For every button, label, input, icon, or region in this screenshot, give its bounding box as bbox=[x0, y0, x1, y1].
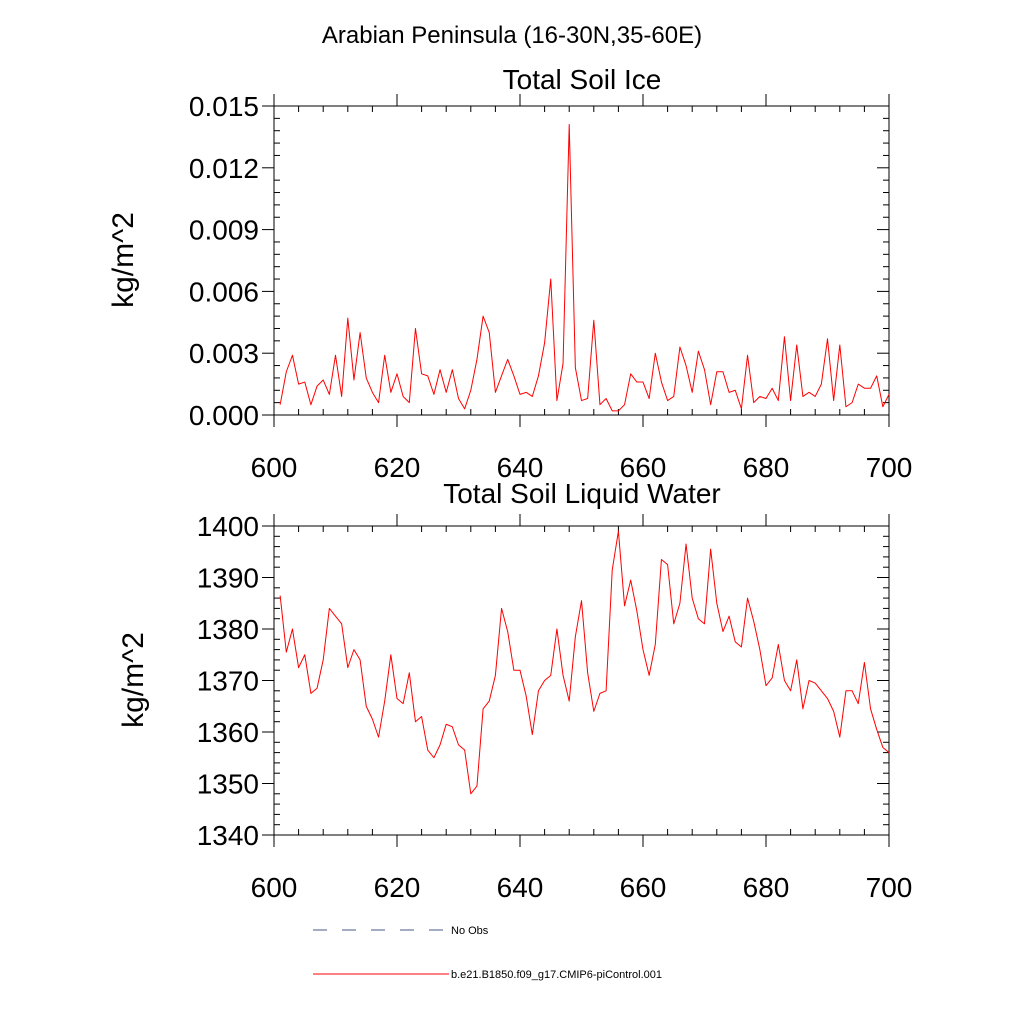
x-tick-label: 660 bbox=[620, 452, 667, 483]
series-line bbox=[279, 530, 890, 795]
y-tick-label: 1340 bbox=[197, 820, 259, 851]
y-tick-label: 1350 bbox=[197, 769, 259, 800]
x-tick-label: 620 bbox=[374, 452, 421, 483]
x-tick-label: 680 bbox=[743, 452, 790, 483]
y-tick-label: 0.015 bbox=[189, 91, 259, 122]
legend-label-model: b.e21.B1850.f09_g17.CMIP6-piControl.001 bbox=[451, 969, 662, 981]
x-tick-label: 680 bbox=[743, 872, 790, 903]
legend-label-no-obs: No Obs bbox=[451, 925, 489, 937]
x-tick-label: 600 bbox=[251, 452, 298, 483]
panel-title: Total Soil Liquid Water bbox=[443, 478, 721, 509]
y-tick-label: 1390 bbox=[197, 563, 259, 594]
y-tick-label: 1370 bbox=[197, 666, 259, 697]
plot-area: 1340 1350 1360 1370 1380 1390 1400 600 620 640 660… bbox=[197, 511, 913, 903]
y-tick-label: 0.012 bbox=[189, 153, 259, 184]
plot-frame bbox=[273, 105, 890, 416]
y-tick-label: 1360 bbox=[197, 717, 259, 748]
legend: No Obs b.e21.B1850.f09_g17.CMIP6-piContr… bbox=[313, 925, 662, 981]
figure-suptitle: Arabian Peninsula (16-30N,35-60E) bbox=[322, 22, 702, 49]
x-tick-label: 700 bbox=[866, 872, 913, 903]
x-tick-label: 640 bbox=[497, 452, 544, 483]
series-line bbox=[279, 124, 890, 412]
y-tick-label: 0.003 bbox=[189, 338, 259, 369]
plot-area: 0.000 0.003 0.006 0.009 0.012 0.015 600 620 640 6… bbox=[189, 91, 912, 483]
x-tick-label: 700 bbox=[866, 452, 913, 483]
panel-total-soil-liquid-water: Total Soil Liquid Water kg/m^2 134013501… bbox=[117, 478, 912, 903]
x-tick-label: 660 bbox=[620, 872, 667, 903]
y-tick-label: 0.006 bbox=[189, 276, 259, 307]
y-tick-label: 0.009 bbox=[189, 215, 259, 246]
y-tick-label: 1400 bbox=[197, 511, 259, 542]
y-axis-label: kg/m^2 bbox=[117, 632, 150, 728]
x-tick-label: 640 bbox=[497, 872, 544, 903]
panel-total-soil-ice: Total Soil Ice kg/m^2 0.0000.0030.0060.0… bbox=[107, 64, 912, 483]
y-tick-label: 0.000 bbox=[189, 400, 259, 431]
x-tick-label: 600 bbox=[251, 872, 298, 903]
y-tick-label: 1380 bbox=[197, 614, 259, 645]
y-axis-label: kg/m^2 bbox=[107, 212, 140, 308]
plot-frame bbox=[273, 525, 890, 836]
panel-title: Total Soil Ice bbox=[503, 64, 662, 95]
x-tick-label: 620 bbox=[374, 872, 421, 903]
